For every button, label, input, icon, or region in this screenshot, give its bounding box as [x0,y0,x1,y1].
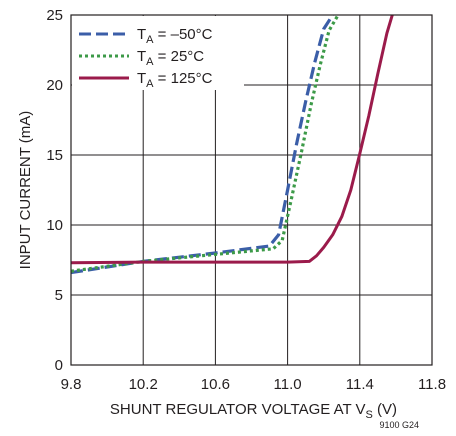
legend-label: TA = –50°C [137,26,213,46]
tick-labels: 9.8 10.2 10.6 11.0 11.4 11.8 0 5 10 15 20 25 [46,7,446,393]
x-tick-label: 10.6 [201,376,230,393]
series-line-3 [71,15,394,265]
x-axis-title: SHUNT REGULATOR VOLTAGE AT VS (V) [110,401,397,421]
x-tick-label: 11.0 [274,376,302,393]
y-axis-title: INPUT CURRENT (mA) [17,111,34,270]
y-tick-label: 15 [46,147,63,164]
x-tick-label: 10.2 [129,376,158,393]
y-tick-label: 20 [46,77,63,94]
x-tick-label: 9.8 [61,376,82,393]
y-tick-label: 25 [46,7,63,24]
x-axis-title-subscript: S [366,409,373,421]
x-tick-label: 11.4 [346,376,374,393]
x-tick-label: 11.8 [418,376,446,393]
figure-id: 9100 G24 [379,420,419,430]
y-tick-label: 0 [55,357,63,374]
legend-label: TA = 125°C [137,70,213,90]
plot-frame [70,14,433,366]
x-axis-title-main: SHUNT REGULATOR VOLTAGE AT V [110,401,366,418]
legend: TA = –50°CTA = 25°CTA = 125°C [72,16,244,90]
series-lines [71,15,394,275]
y-tick-label: 5 [55,287,63,304]
legend-label: TA = 25°C [137,48,204,68]
y-tick-label: 10 [46,217,63,234]
series-line-2 [71,15,340,273]
x-axis-title-suffix: (V) [373,401,397,418]
